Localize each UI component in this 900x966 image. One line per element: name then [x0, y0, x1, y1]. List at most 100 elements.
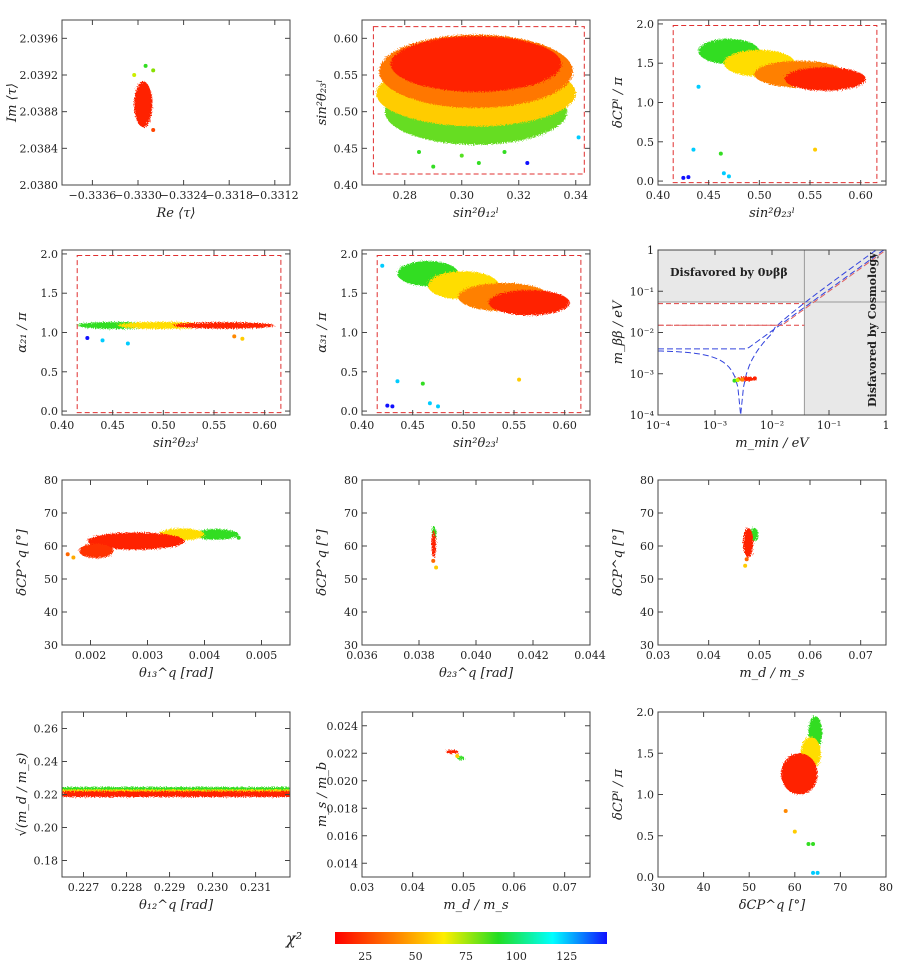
- x-axis-label: θ₂₃^q [rad]: [439, 666, 514, 681]
- y-tick-label: 1.5: [637, 747, 655, 760]
- panel-2: 0.28 0.30 0.32 0.34 0.40 0.45 0.50 0.55 0.60 sin²…: [315, 19, 591, 221]
- data-point: [455, 754, 460, 758]
- panel-1: −0.3336−0.3330−0.3324−0.3318−0.3312 2.038…: [5, 19, 299, 221]
- x-tick-label: 0.228: [111, 881, 143, 894]
- y-tick-label: 70: [44, 507, 58, 520]
- data-point: [811, 870, 816, 875]
- y-tick-label: 0.022: [327, 747, 359, 760]
- data-point: [431, 558, 436, 563]
- y-tick-label: 2.0384: [20, 142, 59, 155]
- x-tick-label: 0.03: [646, 649, 671, 662]
- y-tick-label: 2.0392: [20, 69, 59, 82]
- y-tick-label: 0.60: [334, 32, 359, 45]
- data-point: [132, 73, 137, 77]
- data-point: [696, 84, 701, 89]
- y-tick-label: 0.40: [334, 179, 359, 192]
- x-axis-label: θ₁₃^q [rad]: [139, 666, 214, 681]
- data-band: [62, 791, 290, 797]
- colorbar-gradient: [335, 932, 607, 944]
- y-axis-label: m_s / m_b: [315, 762, 330, 827]
- x-axis-label: sin²θ₁₂ˡ: [453, 206, 499, 221]
- x-tick-label: 60: [788, 881, 802, 894]
- data-point: [735, 378, 740, 383]
- y-tick-label: 0.5: [637, 830, 655, 843]
- data-point: [815, 870, 820, 875]
- plot-frame: [657, 479, 887, 646]
- plot-content: [446, 749, 465, 761]
- plot-area: [658, 480, 886, 645]
- data-point: [85, 336, 90, 340]
- data-cloud: [193, 529, 239, 540]
- inverted-order-curve: [658, 250, 886, 326]
- x-tick-label: 0.45: [400, 419, 425, 432]
- y-tick-label: 80: [640, 474, 654, 487]
- x-tick-label: −0.3324: [160, 189, 208, 202]
- plot-frame: [61, 479, 291, 646]
- x-axis-label: m_min / eV: [735, 436, 810, 451]
- plot-content: [65, 528, 241, 560]
- data-point: [232, 334, 237, 339]
- data-point: [721, 171, 726, 176]
- plot-area: [62, 250, 290, 415]
- y-tick-label: 40: [44, 606, 58, 619]
- y-axis-label: α₃₁ / π: [315, 312, 330, 353]
- panel-12: 30 40 50 60 70 80 0.0 0.5 1.0 1.5 2.0 δCP^q [°] δCPˡ…: [611, 706, 893, 913]
- y-tick-label: 0.45: [334, 142, 359, 155]
- y-axis-label: m_ββ / eV: [611, 299, 626, 364]
- double-beta-shade: [658, 250, 886, 302]
- data-cloud: [743, 527, 754, 558]
- x-tick-label: 0.55: [502, 419, 527, 432]
- x-tick-label: −0.3312: [251, 189, 299, 202]
- data-point: [732, 378, 737, 383]
- y-tick-label: 1.0: [637, 97, 655, 110]
- y-tick-label: 1.5: [41, 287, 59, 300]
- plot-content: [76, 255, 282, 414]
- data-point: [434, 565, 439, 570]
- y-tick-label: 0.24: [34, 756, 59, 769]
- x-tick-label: 0.042: [517, 649, 549, 662]
- x-tick-label: 0.06: [798, 649, 823, 662]
- data-point: [151, 68, 156, 73]
- x-tick-label: 0.50: [747, 189, 772, 202]
- x-axis-label: sin²θ₂₃ˡ: [749, 206, 795, 221]
- x-tick-label: 1: [883, 419, 890, 432]
- y-tick-label: 50: [640, 573, 654, 586]
- plot-frame: [361, 19, 591, 186]
- data-point: [747, 376, 752, 381]
- data-point: [502, 150, 507, 154]
- data-point: [813, 147, 818, 152]
- panel-3: 0.40 0.45 0.50 0.55 0.60 0.0 0.5 1.0 1.5 2.0 sin²θ…: [611, 18, 887, 221]
- x-tick-label: 0.06: [502, 881, 527, 894]
- data-cloud: [781, 753, 818, 795]
- panel-4: 0.40 0.45 0.50 0.55 0.60 0.0 0.5 1.0 1.5 2.0 sin²θ…: [15, 248, 291, 451]
- x-tick-label: 0.040: [460, 649, 492, 662]
- data-cloud: [488, 290, 570, 316]
- x-tick-label: 0.227: [68, 881, 100, 894]
- y-tick-label: 0.024: [327, 720, 359, 733]
- exp-range-box: [376, 255, 582, 414]
- data-point: [576, 135, 581, 140]
- y-tick-label: 2.0396: [20, 32, 59, 45]
- x-axis-label: m_d / m_s: [443, 898, 509, 913]
- x-tick-label: 0.07: [552, 881, 577, 894]
- data-point: [476, 161, 481, 165]
- x-tick-label: 0.40: [646, 189, 671, 202]
- y-tick-label: 10⁻³: [630, 368, 654, 381]
- y-tick-label: 0.014: [327, 857, 359, 870]
- plot-area: [362, 480, 590, 645]
- panel-8: 0.036 0.038 0.040 0.042 0.044 30 40 50 60 70 80 θ₂₃…: [315, 474, 606, 681]
- plot-content: [781, 716, 823, 875]
- data-cloud: [79, 543, 114, 559]
- plot-content: Disfavored by 0νββ Disfavored by Cosmolog…: [658, 250, 886, 415]
- data-point: [525, 161, 530, 165]
- y-tick-label: 30: [44, 639, 58, 652]
- data-point: [65, 552, 70, 557]
- y-tick-label: 1.0: [341, 327, 359, 340]
- x-tick-label: 0.40: [50, 419, 75, 432]
- x-tick-label: 0.004: [189, 649, 221, 662]
- x-tick-label: 0.32: [507, 189, 532, 202]
- x-tick-label: −0.3330: [114, 189, 162, 202]
- x-tick-label: 0.038: [403, 649, 435, 662]
- normal-order-upper-curve: [658, 250, 886, 350]
